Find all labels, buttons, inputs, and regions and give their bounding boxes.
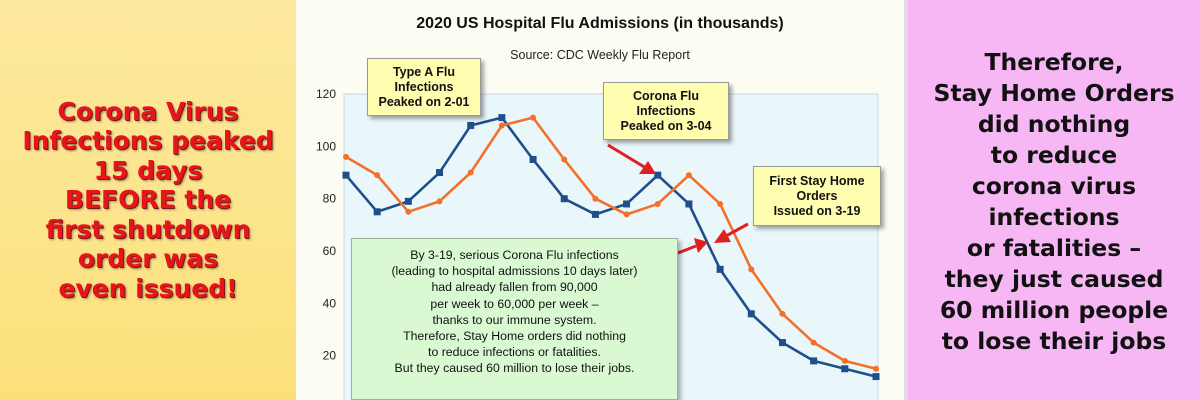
right-line: 60 million people bbox=[939, 296, 1169, 324]
right-line: to lose their jobs bbox=[941, 327, 1167, 355]
series-1-point bbox=[748, 266, 755, 273]
series-1-point bbox=[343, 153, 349, 160]
series-1-point bbox=[654, 200, 661, 207]
annotation-arrows bbox=[607, 143, 749, 255]
arrow-head-stay-home bbox=[714, 229, 731, 243]
callout-corona: Corona Flu Infections Peaked on 3-04 bbox=[603, 82, 729, 140]
summary-line: (leading to hospital admissions 10 days … bbox=[391, 264, 638, 279]
arrow-head-summary bbox=[694, 238, 708, 253]
series-group bbox=[342, 114, 880, 381]
series-0-point bbox=[654, 171, 662, 179]
right-line: or fatalities – bbox=[966, 234, 1142, 262]
series-1-point bbox=[405, 208, 412, 215]
y-tick-label: 40 bbox=[323, 296, 337, 310]
series-1-point bbox=[592, 195, 599, 202]
series-1-point bbox=[436, 198, 443, 205]
left-line: 15 days bbox=[93, 155, 203, 185]
callout-line: Infections bbox=[636, 103, 696, 118]
series-0-point bbox=[872, 373, 880, 381]
callout-line: Issued on 3-19 bbox=[773, 203, 861, 218]
callout-summary: By 3-19, serious Corona Flu infections (… bbox=[351, 238, 678, 400]
series-0-point bbox=[716, 265, 724, 273]
callout-stay-home: First Stay Home Orders Issued on 3-19 bbox=[753, 166, 881, 226]
series-1-point bbox=[873, 365, 879, 372]
callout-line: Peaked on 3-04 bbox=[620, 118, 712, 133]
right-line: corona virus bbox=[971, 172, 1137, 200]
right-line: did nothing bbox=[977, 110, 1131, 138]
series-1-point bbox=[374, 172, 381, 179]
right-line: to reduce bbox=[990, 141, 1118, 169]
series-1-point bbox=[623, 211, 630, 218]
summary-line: thanks to our immune system. bbox=[432, 312, 597, 327]
series-0-point bbox=[404, 197, 412, 205]
series-1-point bbox=[779, 310, 786, 317]
summary-line: per week to 60,000 per week – bbox=[430, 296, 599, 311]
series-1-point bbox=[841, 357, 848, 364]
y-tick-label: 60 bbox=[323, 244, 337, 258]
y-tick-label: 80 bbox=[323, 192, 337, 206]
series-0-point bbox=[841, 365, 849, 373]
series-0-point bbox=[498, 114, 506, 122]
arrow-line-stay-home bbox=[725, 222, 749, 238]
series-0-point bbox=[810, 357, 818, 365]
series-1-point bbox=[498, 122, 505, 129]
callout-line: First Stay Home bbox=[769, 173, 865, 188]
arrow-line-summary bbox=[677, 244, 697, 255]
series-0-point bbox=[591, 210, 599, 218]
chart-title: 2020 US Hospital Flu Admissions (in thou… bbox=[416, 15, 784, 32]
series-0-point bbox=[529, 155, 537, 163]
series-0-point bbox=[778, 339, 786, 347]
summary-line: But they caused 60 million to lose their… bbox=[394, 361, 635, 376]
series-line-0 bbox=[345, 116, 877, 378]
y-tick-label: 100 bbox=[316, 139, 336, 153]
left-line: order was bbox=[77, 244, 219, 274]
right-line: they just caused bbox=[944, 265, 1164, 293]
left-line: first shutdown bbox=[45, 214, 251, 244]
left-panel-text: Corona Virus Infections peaked 15 days B… bbox=[13, 97, 283, 304]
series-0-point bbox=[560, 195, 568, 203]
series-0-point bbox=[342, 171, 350, 179]
left-line: Corona Virus bbox=[57, 96, 239, 126]
series-line-1 bbox=[345, 116, 877, 371]
callout-line: Orders bbox=[796, 188, 838, 203]
series-1-point bbox=[561, 156, 568, 163]
left-line: Infections peaked bbox=[22, 126, 274, 156]
callout-line: Type A Flu bbox=[392, 64, 456, 79]
series-0-point bbox=[436, 169, 444, 177]
arrow-line-corona bbox=[607, 143, 647, 170]
summary-line: to reduce infections or fatalities. bbox=[428, 345, 601, 360]
right-panel: Therefore, Stay Home Orders did nothing … bbox=[904, 0, 1200, 400]
y-tick-label: 20 bbox=[323, 349, 337, 363]
series-1-point bbox=[810, 339, 817, 346]
callout-type-a: Type A Flu Infections Peaked on 2-01 bbox=[367, 58, 481, 116]
arrow-head-corona bbox=[639, 161, 656, 174]
callout-line: Peaked on 2-01 bbox=[378, 94, 470, 109]
y-axis: 20 40 60 80 100 120 bbox=[316, 87, 336, 363]
series-0-point bbox=[685, 200, 693, 208]
series-0-point bbox=[747, 310, 755, 318]
series-0-point bbox=[373, 208, 381, 216]
right-panel-text: Therefore, Stay Home Orders did nothing … bbox=[909, 47, 1199, 357]
summary-line: had already fallen from 90,000 bbox=[431, 280, 598, 295]
summary-line: Therefore, Stay Home orders did nothing bbox=[403, 329, 626, 344]
series-1-point bbox=[467, 169, 474, 176]
left-line: even issued! bbox=[58, 273, 238, 303]
summary-line: By 3-19, serious Corona Flu infections bbox=[410, 248, 619, 262]
chart-subtitle: Source: CDC Weekly Flu Report bbox=[510, 48, 690, 62]
series-0-point bbox=[467, 121, 475, 129]
chart-panel: 2020 US Hospital Flu Admissions (in thou… bbox=[296, 0, 904, 400]
left-line: BEFORE the bbox=[64, 185, 232, 215]
y-tick-label: 120 bbox=[316, 87, 336, 101]
series-1-point bbox=[530, 114, 537, 121]
series-1-point bbox=[717, 200, 724, 207]
right-line: infections bbox=[988, 203, 1120, 231]
right-line: Therefore, bbox=[984, 48, 1124, 76]
left-panel: Corona Virus Infections peaked 15 days B… bbox=[0, 0, 296, 400]
callout-line: Corona Flu bbox=[633, 88, 699, 103]
right-line: Stay Home Orders bbox=[933, 79, 1175, 107]
callout-line: Infections bbox=[394, 79, 454, 94]
series-0-point bbox=[623, 200, 631, 208]
series-1-point bbox=[685, 172, 692, 179]
